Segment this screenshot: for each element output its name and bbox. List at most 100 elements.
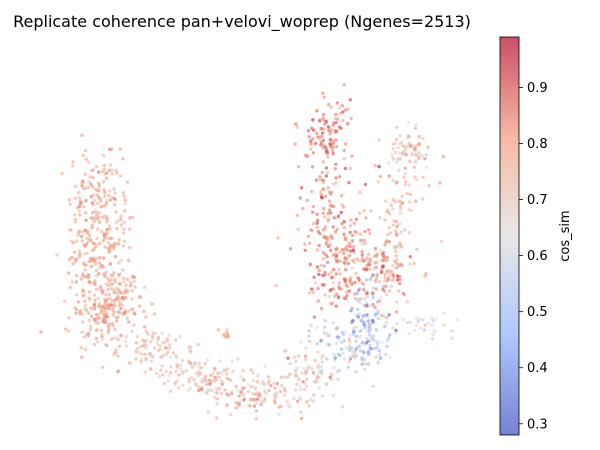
scatter-point [73, 196, 78, 200]
scatter-point [315, 109, 319, 113]
scatter-point [318, 137, 322, 142]
scatter-point [385, 269, 389, 273]
scatter-point [347, 337, 351, 342]
scatter-point [210, 388, 214, 393]
scatter-point [361, 349, 365, 354]
scatter-point [222, 368, 226, 372]
scatter-point [376, 361, 380, 365]
scatter-point [136, 346, 140, 350]
scatter-point [155, 342, 159, 346]
scatter-point [89, 324, 93, 329]
scatter-point [402, 228, 407, 232]
scatter-point [355, 307, 360, 312]
scatter-point [320, 131, 325, 135]
scatter-point [254, 401, 259, 405]
scatter-point [331, 393, 335, 398]
scatter-point [251, 398, 255, 402]
scatter-point [84, 332, 89, 337]
scatter-point [332, 216, 336, 220]
scatter-point [205, 358, 209, 362]
scatter-point [391, 142, 395, 146]
scatter-point [179, 363, 183, 368]
scatter-point [359, 334, 363, 339]
scatter-point [126, 258, 131, 263]
scatter-point [311, 221, 316, 226]
scatter-point [70, 255, 74, 260]
scatter-point [88, 175, 92, 179]
scatter-point [359, 355, 364, 359]
colorbar-tick-label: 0.6 [527, 249, 548, 264]
scatter-point [107, 328, 111, 332]
scatter-point [85, 251, 89, 255]
scatter-point [403, 180, 408, 184]
scatter-point [383, 289, 387, 293]
scatter-point [209, 373, 214, 378]
scatter-point [104, 270, 109, 275]
scatter-point [98, 211, 102, 215]
scatter-point [368, 277, 372, 282]
scatter-point [384, 293, 389, 297]
scatter-point [180, 358, 185, 363]
scatter-point [312, 393, 316, 397]
scatter-point [364, 290, 368, 294]
scatter-point [77, 249, 81, 253]
scatter-point [399, 262, 404, 267]
scatter-point [121, 268, 125, 272]
scatter-point [296, 354, 301, 358]
scatter-point [383, 276, 387, 280]
scatter-point [341, 118, 345, 123]
scatter-point [111, 336, 115, 341]
scatter-point [101, 180, 106, 184]
scatter-point [300, 371, 304, 375]
scatter-point [371, 286, 375, 290]
scatter-point [204, 391, 209, 395]
scatter-point [166, 379, 170, 383]
scatter-point [325, 243, 329, 247]
scatter-point [208, 382, 212, 386]
scatter-point [314, 281, 318, 285]
scatter-point [97, 183, 101, 187]
scatter-point [188, 386, 192, 391]
scatter-point [67, 198, 72, 202]
scatter-point [308, 228, 313, 232]
scatter-point [348, 355, 352, 359]
scatter-point [394, 219, 398, 224]
scatter-point [417, 151, 421, 155]
scatter-point [406, 120, 411, 125]
scatter-point [62, 299, 67, 303]
scatter-point [415, 323, 419, 327]
scatter-point [311, 290, 315, 295]
scatter-point [407, 183, 411, 187]
scatter-point [165, 339, 170, 343]
scatter-point [128, 227, 132, 231]
scatter-point [299, 339, 303, 344]
scatter-point [316, 286, 320, 291]
scatter-point [122, 239, 127, 243]
scatter-point [248, 397, 253, 402]
scatter-point [119, 217, 123, 222]
scatter-point [317, 268, 321, 273]
scatter-point [152, 312, 157, 316]
scatter-point [320, 360, 324, 364]
scatter-point [315, 248, 319, 252]
scatter-point [322, 332, 326, 336]
scatter-point [97, 272, 101, 276]
scatter-point [295, 213, 300, 218]
scatter-point [398, 274, 402, 279]
scatter-point [364, 278, 369, 282]
scatter-point [83, 251, 87, 256]
scatter-point [168, 355, 172, 360]
scatter-point [432, 329, 437, 333]
scatter-point [82, 243, 86, 247]
scatter-point [107, 224, 112, 228]
scatter-point [274, 391, 278, 395]
scatter-point [358, 301, 362, 305]
scatter-point [357, 344, 361, 348]
scatter-point [285, 375, 289, 379]
scatter-point [93, 258, 98, 263]
scatter-point [319, 263, 323, 268]
scatter-point [92, 216, 96, 220]
scatter-point [333, 356, 337, 360]
scatter-point [345, 244, 349, 249]
scatter-point [115, 227, 119, 231]
